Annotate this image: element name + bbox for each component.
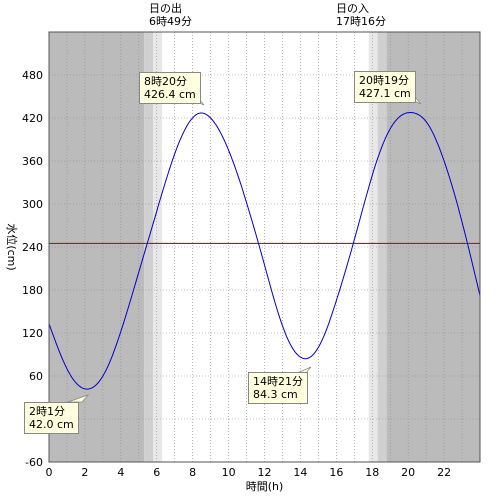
high-tide-time-1: 8時20分 xyxy=(144,75,187,88)
high-tide-callout-2: 20時19分 427.1 cm xyxy=(354,71,416,103)
x-tick-label: 12 xyxy=(258,466,272,479)
x-tick-label: 18 xyxy=(365,466,379,479)
y-tick-label: 360 xyxy=(22,155,43,168)
y-tick-label: 120 xyxy=(22,327,43,340)
low-tide-level-1: 42.0 cm xyxy=(29,418,74,431)
x-tick-label: 10 xyxy=(222,466,236,479)
sunrise-label: 日の出 xyxy=(149,2,182,15)
tide-curve xyxy=(48,112,481,390)
daylight-band-0 xyxy=(49,32,145,462)
sunset-label: 日の入 xyxy=(336,2,369,15)
x-tick-label: 2 xyxy=(81,466,88,479)
y-tick-label: 240 xyxy=(22,241,43,254)
y-tick-label: 60 xyxy=(29,370,43,383)
x-tick-label: 14 xyxy=(293,466,307,479)
x-axis-label: 時間(h) xyxy=(246,480,284,493)
x-tick-label: 4 xyxy=(117,466,124,479)
low-tide-time-1: 2時1分 xyxy=(29,405,65,418)
y-tick-label: 480 xyxy=(22,69,43,82)
x-tick-label: 6 xyxy=(153,466,160,479)
sunset-note: 日の入 17時16分 xyxy=(336,2,386,28)
y-tick-label: 300 xyxy=(22,198,43,211)
y-axis-label: 水位(cm) xyxy=(5,223,19,270)
x-tick-label: 0 xyxy=(46,466,53,479)
high-tide-level-2: 427.1 cm xyxy=(359,87,411,100)
x-tick-label: 8 xyxy=(189,466,196,479)
y-tick-label: -60 xyxy=(25,456,43,469)
high-tide-level-1: 426.4 cm xyxy=(144,88,196,101)
y-tick-label: 420 xyxy=(22,112,43,125)
low-tide-callout-1: 2時1分 42.0 cm xyxy=(24,402,79,434)
high-tide-callout-1: 8時20分 426.4 cm xyxy=(139,72,201,104)
low-tide-time-2: 14時21分 xyxy=(253,375,303,388)
sunrise-time: 6時49分 xyxy=(149,15,192,28)
x-tick-label: 20 xyxy=(401,466,415,479)
sunrise-note: 日の出 6時49分 xyxy=(149,2,192,28)
sunset-time: 17時16分 xyxy=(336,15,386,28)
x-tick-label: 16 xyxy=(329,466,343,479)
y-tick-label: 180 xyxy=(22,284,43,297)
low-tide-level-2: 84.3 cm xyxy=(253,388,298,401)
x-tick-label: 22 xyxy=(437,466,451,479)
plot-frame xyxy=(48,31,481,463)
low-tide-callout-2: 14時21分 84.3 cm xyxy=(248,372,308,404)
high-tide-time-2: 20時19分 xyxy=(359,74,409,87)
